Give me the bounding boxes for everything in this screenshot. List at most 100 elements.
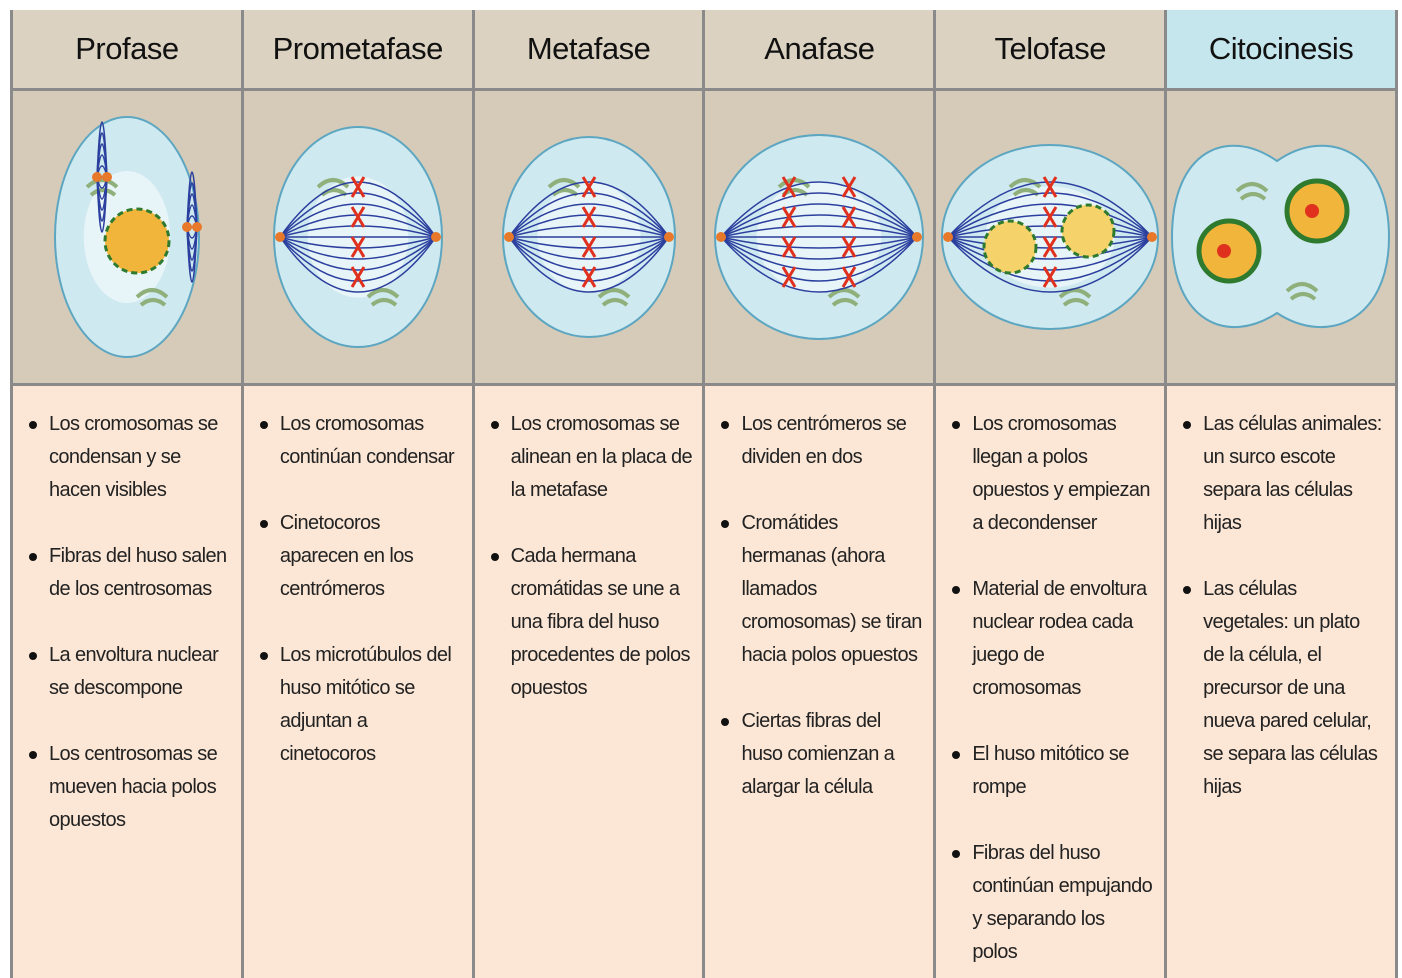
- spindle-fiber: [721, 214, 918, 238]
- spindle-fiber: [720, 236, 919, 293]
- stage-description: Los cromosomas se condensan y se hacen v…: [13, 386, 241, 978]
- chromosome: [782, 266, 797, 288]
- chromosome: [581, 266, 596, 288]
- bullet: Cinetocoros aparecen en los centrómeros: [258, 507, 462, 606]
- bullet: Fibras del huso salen de los centrosomas: [27, 540, 231, 606]
- cell-drawing: [54, 116, 202, 358]
- spindle-fiber: [948, 225, 1153, 238]
- spindle-fiber: [720, 192, 918, 238]
- centrosome: [274, 232, 285, 242]
- stage-title: Metafase: [474, 10, 703, 88]
- chromosome: [581, 206, 596, 228]
- bullet: La envoltura nuclear se descompone: [27, 639, 231, 705]
- chromosome: [581, 236, 596, 258]
- bullet: Los cromosomas se alinean en la placa de…: [489, 408, 693, 507]
- chromosome: [842, 236, 857, 258]
- bullet: Fibras del huso continúan empujando y se…: [950, 837, 1154, 969]
- chromosome: [350, 266, 366, 288]
- chromosome: [842, 176, 857, 198]
- stage-column: Anafase Los centrómeros se dividen en dos…: [705, 10, 934, 978]
- spindle-fiber: [508, 236, 670, 271]
- stage-description: Los cromosomas continúan condensar Cineto…: [243, 386, 472, 978]
- spindle-fiber: [186, 204, 198, 228]
- cell-drawing: [941, 144, 1160, 330]
- bullet-list: Los cromosomas llegan a polos opuestos y…: [950, 408, 1154, 969]
- centrosome: [192, 222, 202, 232]
- spindle-fiber: [279, 181, 437, 238]
- spindle-fiber: [279, 225, 437, 238]
- stage-title: Anafase: [705, 10, 934, 88]
- centrosome: [182, 222, 192, 232]
- stage-column: Citocinesis Las células animales: un surc…: [1167, 10, 1395, 978]
- golgi: [85, 178, 119, 197]
- spindle-fiber: [721, 236, 918, 249]
- stage-column: Metafase Los cromosomas se alinean en la …: [474, 10, 703, 978]
- golgi: [828, 288, 861, 307]
- spindle-fiber: [279, 192, 437, 238]
- stage-illustration: [936, 91, 1165, 383]
- stage-title: Telofase: [936, 10, 1165, 88]
- bullet: Cada hermana cromátidas se une a una fib…: [489, 540, 693, 705]
- centrosome: [503, 232, 514, 242]
- bullet: Los cromosomas se condensan y se hacen v…: [27, 408, 231, 507]
- bullet: Ciertas fibras del huso comienzan a alar…: [719, 705, 923, 804]
- chromosome: [1043, 206, 1058, 228]
- spindle-fiber: [508, 236, 670, 293]
- chromosome: [350, 176, 366, 198]
- spindle-fiber: [720, 181, 919, 238]
- chromosome: [782, 236, 797, 258]
- chromosome: [1043, 236, 1058, 258]
- spindle-fiber: [508, 203, 670, 238]
- spindle-fiber: [508, 236, 670, 260]
- bullet: Material de envoltura nuclear rodea cada…: [950, 573, 1154, 705]
- bullet-list: Los cromosomas se condensan y se hacen v…: [27, 408, 231, 837]
- stage-title: Profase: [13, 10, 241, 88]
- spindle-fiber: [947, 192, 1153, 238]
- bullet-list: Las células animales: un surco escote se…: [1181, 408, 1385, 804]
- chromosome: [350, 206, 366, 228]
- chromosome: [842, 206, 857, 228]
- stage-column: Profase Los cromosomas se condensan y se …: [13, 10, 241, 978]
- nucleus: [982, 219, 1038, 275]
- spindle-fiber: [508, 192, 670, 238]
- bullet: Las células vegetales: un plato de la cé…: [1181, 573, 1385, 804]
- chromosome: [782, 206, 797, 228]
- spindle-fiber: [947, 236, 1153, 293]
- spindle-fiber: [279, 236, 437, 271]
- cell-drawing: [272, 126, 443, 348]
- bullet: El huso mitótico se rompe: [950, 738, 1154, 804]
- bullet-list: Los cromosomas continúan condensar Cineto…: [258, 408, 462, 771]
- stage-illustration: [243, 91, 472, 383]
- golgi: [547, 178, 581, 197]
- centrosome: [430, 232, 441, 242]
- chromosome: [581, 176, 596, 198]
- spindle-fiber: [948, 236, 1153, 260]
- spindle-fiber: [508, 181, 670, 238]
- chromosome: [350, 236, 366, 258]
- stage-column: Telofase Los cromosomas llegan a polos op…: [936, 10, 1165, 978]
- bullet: Los cromosomas continúan condensar: [258, 408, 462, 474]
- centrosome: [943, 232, 954, 242]
- spindle-fiber: [96, 176, 108, 233]
- chromosome: [782, 176, 797, 198]
- centrosome: [716, 232, 727, 242]
- stage-illustration: [474, 91, 703, 383]
- stage-title: Citocinesis: [1167, 10, 1395, 88]
- stage-description: Los centrómeros se dividen en dos Cromáti…: [705, 386, 934, 978]
- spindle-fiber: [508, 236, 670, 282]
- stage-illustration: [13, 91, 241, 383]
- cell-drawing: [714, 134, 925, 340]
- spindle-fiber: [720, 236, 918, 282]
- stage-title: Prometafase: [243, 10, 472, 88]
- bullet: Las células animales: un surco escote se…: [1181, 408, 1385, 540]
- nucleus: [1060, 203, 1116, 259]
- bullet: Los centrómeros se dividen en dos: [719, 408, 923, 474]
- nucleus: [103, 207, 171, 275]
- golgi: [1058, 288, 1092, 307]
- spindle-fiber: [947, 236, 1153, 282]
- spindle-fiber: [721, 236, 918, 260]
- spindle-fiber: [721, 225, 918, 238]
- spindle-fiber: [186, 226, 198, 283]
- cell-drawing: [501, 136, 676, 338]
- centrosome: [102, 172, 112, 182]
